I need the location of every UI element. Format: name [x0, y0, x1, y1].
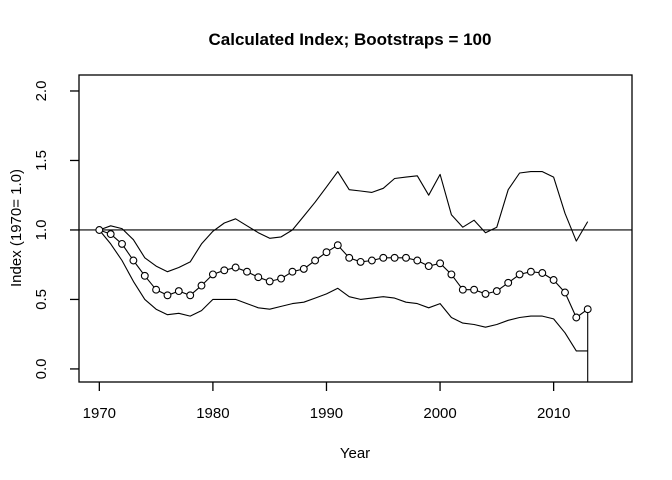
- data-point-marker: [413, 256, 422, 265]
- x-tick-label: 1970: [83, 405, 116, 422]
- data-point-marker: [436, 259, 445, 268]
- data-point-marker: [447, 270, 456, 279]
- data-point-marker: [220, 266, 229, 275]
- data-point-marker: [197, 281, 206, 290]
- data-point-marker: [288, 267, 297, 276]
- data-point-marker: [265, 277, 274, 286]
- y-tick-label: 1.5: [33, 150, 50, 171]
- data-point-marker: [481, 289, 490, 298]
- data-point-marker: [311, 256, 320, 265]
- data-point-marker: [390, 253, 399, 262]
- series-upper-bound: [99, 171, 589, 273]
- y-tick-label: 1.0: [33, 220, 50, 241]
- data-point-marker: [243, 267, 251, 276]
- data-point-marker: [140, 271, 149, 280]
- series-index: [99, 229, 589, 319]
- data-point-marker: [208, 270, 217, 279]
- data-point-marker: [515, 270, 524, 279]
- data-point-marker: [163, 291, 172, 300]
- data-point-marker: [299, 264, 308, 273]
- data-point-marker: [538, 269, 547, 277]
- data-point-marker: [231, 263, 240, 272]
- series-index-markers: [95, 226, 592, 322]
- data-point-marker: [424, 262, 433, 271]
- data-point-marker: [504, 278, 513, 287]
- data-point-marker: [129, 256, 138, 265]
- data-point-marker: [458, 285, 467, 294]
- data-point-marker: [95, 226, 104, 234]
- chart-title: Calculated Index; Bootstraps = 100: [209, 30, 492, 49]
- plot-box: [78, 74, 633, 383]
- y-tick-label: 2.0: [33, 81, 50, 102]
- y-tick-label: 0.5: [33, 289, 50, 310]
- axes-layer: 1970 1980 1990 2000 2010 0.0 0.5 1.0 1.5 2.0: [33, 74, 633, 422]
- data-point-marker: [333, 241, 342, 250]
- data-point-marker: [470, 285, 479, 294]
- y-axis-label: Index (1970= 1.0): [8, 169, 25, 287]
- x-tick-label: 1990: [310, 405, 343, 422]
- data-series-layer: [79, 171, 632, 382]
- data-point-marker: [322, 248, 331, 257]
- data-point-marker: [572, 313, 581, 322]
- data-point-marker: [549, 276, 558, 284]
- data-point-marker: [379, 253, 388, 262]
- x-axis-label: Year: [340, 445, 370, 462]
- x-tick-label: 1980: [196, 405, 229, 422]
- data-point-marker: [254, 273, 263, 282]
- data-point-marker: [367, 256, 376, 265]
- data-point-marker: [277, 274, 286, 283]
- data-point-marker: [526, 267, 535, 276]
- data-point-marker: [174, 287, 183, 296]
- data-point-marker: [345, 253, 354, 262]
- data-point-marker: [583, 305, 592, 314]
- data-point-marker: [106, 230, 115, 239]
- data-point-marker: [152, 285, 161, 294]
- x-tick-label: 2000: [423, 405, 456, 422]
- data-point-marker: [561, 288, 569, 297]
- data-point-marker: [356, 257, 365, 266]
- data-point-marker: [186, 291, 195, 300]
- data-point-marker: [492, 287, 501, 296]
- data-point-marker: [118, 239, 126, 248]
- data-point-marker: [402, 253, 410, 262]
- x-tick-label: 2010: [537, 405, 570, 422]
- series-lower-bound: [98, 229, 588, 352]
- y-tick-label: 0.0: [33, 359, 50, 380]
